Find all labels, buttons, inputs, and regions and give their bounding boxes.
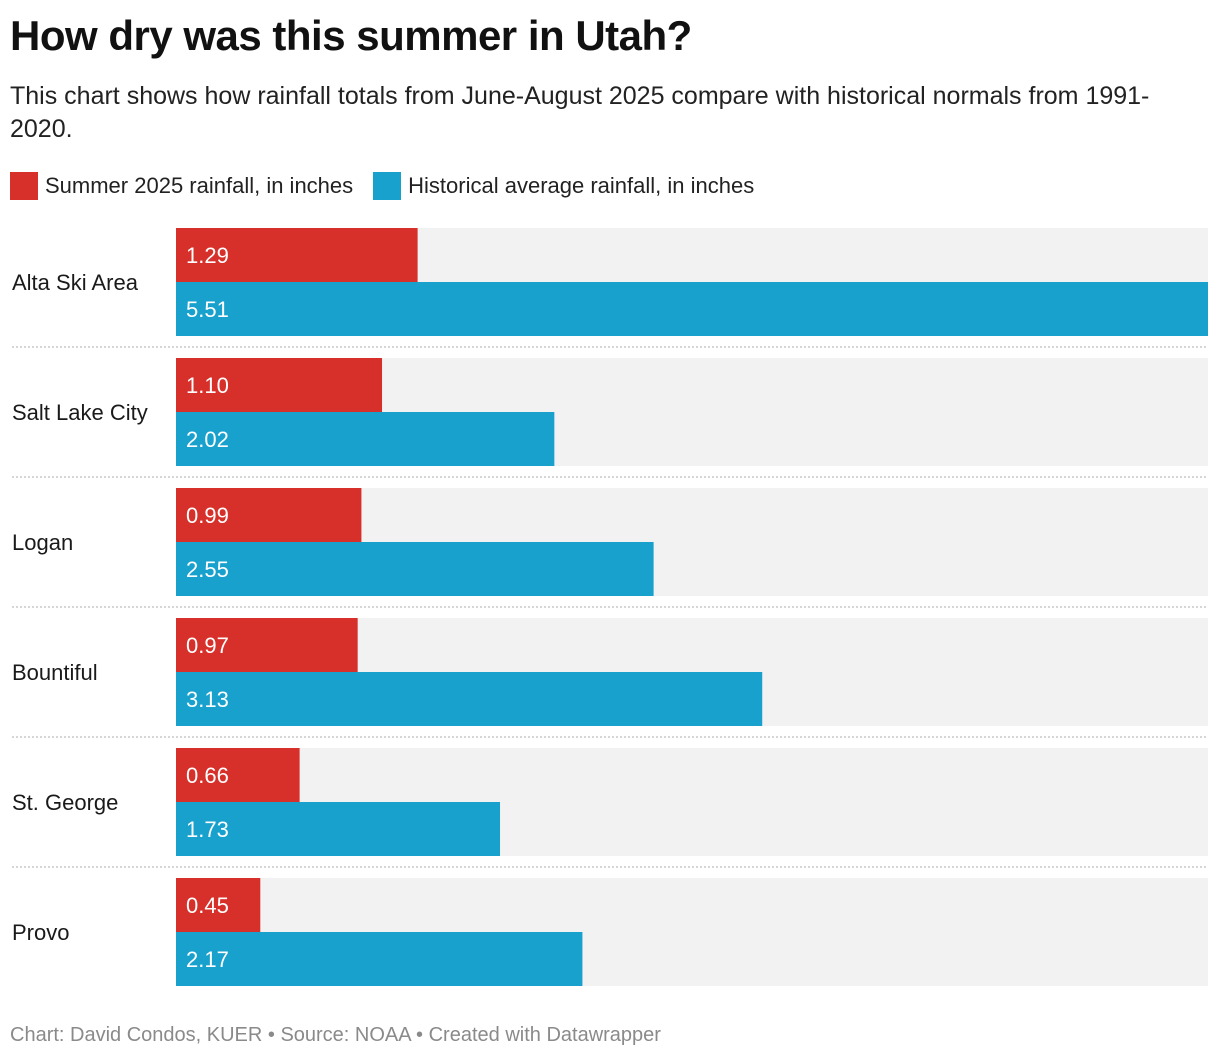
legend-item-summer-2025: Summer 2025 rainfall, in inches	[10, 172, 353, 200]
category-label-logan: Logan	[12, 530, 73, 555]
legend: Summer 2025 rainfall, in inches Historic…	[10, 170, 774, 202]
legend-label-historical-average: Historical average rainfall, in inches	[408, 173, 755, 198]
legend-item-historical-average: Historical average rainfall, in inches	[373, 172, 754, 200]
value-label-historical-alta-ski-area: 5.51	[186, 297, 229, 322]
category-label-provo: Provo	[12, 920, 69, 945]
value-label-2025-provo: 0.45	[186, 893, 229, 918]
bar-historical-provo	[176, 932, 583, 986]
category-label-bountiful: Bountiful	[12, 660, 98, 685]
value-label-2025-logan: 0.99	[186, 503, 229, 528]
legend-swatch-historical-average	[373, 172, 402, 200]
bar-2025-alta-ski-area	[176, 228, 418, 282]
value-label-historical-logan: 2.55	[186, 557, 229, 582]
bar-2025-bountiful	[176, 618, 358, 672]
bar-2025-logan	[176, 488, 362, 542]
category-label-salt-lake-city: Salt Lake City	[12, 400, 148, 425]
value-label-2025-alta-ski-area: 1.29	[186, 243, 229, 268]
bar-2025-st-george	[176, 748, 300, 802]
bar-2025-provo	[176, 878, 261, 932]
value-label-2025-salt-lake-city: 1.10	[186, 373, 229, 398]
category-label-st-george: St. George	[12, 790, 118, 815]
chart-title: How dry was this summer in Utah?	[10, 12, 692, 59]
value-label-historical-salt-lake-city: 2.02	[186, 427, 229, 452]
category-label-alta-ski-area: Alta Ski Area	[12, 270, 139, 295]
value-label-historical-bountiful: 3.13	[186, 687, 229, 712]
value-label-2025-st-george: 0.66	[186, 763, 229, 788]
legend-label-summer-2025: Summer 2025 rainfall, in inches	[45, 173, 354, 198]
bar-historical-bountiful	[176, 672, 763, 726]
bar-historical-alta-ski-area	[176, 282, 1208, 336]
bar-historical-logan	[176, 542, 654, 596]
value-label-historical-provo: 2.17	[186, 947, 229, 972]
bar-historical-salt-lake-city	[176, 412, 555, 466]
chart-footer: Chart: David Condos, KUER • Source: NOAA…	[10, 1024, 661, 1046]
bar-historical-st-george	[176, 802, 501, 856]
legend-swatch-summer-2025	[10, 172, 38, 200]
bar-chart: Alta Ski Area 1.29 5.51 Salt Lake City 1.10 2…	[12, 228, 1208, 986]
chart-subtitle: This chart shows how rainfall totals fro…	[10, 82, 1150, 143]
bar-2025-salt-lake-city	[176, 358, 383, 412]
value-label-historical-st-george: 1.73	[186, 817, 229, 842]
value-label-2025-bountiful: 0.97	[186, 633, 229, 658]
